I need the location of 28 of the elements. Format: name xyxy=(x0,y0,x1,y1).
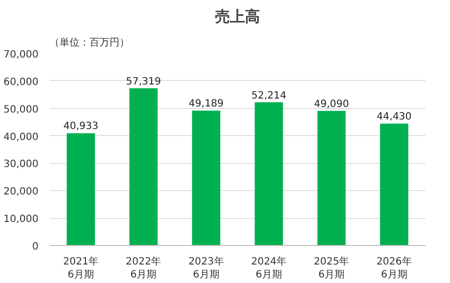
y-tick-label: 70,000 xyxy=(4,50,39,60)
y-tick-label: 0 xyxy=(32,242,39,252)
bar xyxy=(380,124,408,246)
x-tick-label: 2021年 6月期 xyxy=(63,256,99,281)
chart-title: 売上高 xyxy=(215,8,260,26)
bar xyxy=(129,88,158,246)
x-tick-label: 2022年 6月期 xyxy=(126,256,162,281)
bar xyxy=(66,133,95,246)
y-tick-label: 50,000 xyxy=(4,104,39,116)
data-label: 52,214 xyxy=(251,90,286,102)
y-tick-label: 60,000 xyxy=(4,76,39,88)
y-tick-label: 30,000 xyxy=(4,159,39,170)
x-tick-label: 2024年 6月期 xyxy=(251,256,287,281)
y-tick-label: 20,000 xyxy=(4,186,39,198)
data-label: 57,319 xyxy=(126,76,162,88)
x-tick-label: 2026年 6月期 xyxy=(376,256,412,281)
data-label: 49,189 xyxy=(188,98,224,110)
bar xyxy=(254,102,283,246)
data-label: 49,090 xyxy=(314,98,350,110)
bar xyxy=(192,110,220,246)
y-tick-label: 10,000 xyxy=(4,214,39,226)
bar xyxy=(317,110,346,246)
data-label: 44,430 xyxy=(376,112,412,123)
x-tick-label: 2025年 6月期 xyxy=(314,256,350,281)
text: （単位：百万円） xyxy=(50,36,130,48)
x-tick-label: 2023年 6月期 xyxy=(188,256,224,281)
data-label: 40,933 xyxy=(63,121,98,132)
y-tick-label: 40,000 xyxy=(4,132,39,143)
